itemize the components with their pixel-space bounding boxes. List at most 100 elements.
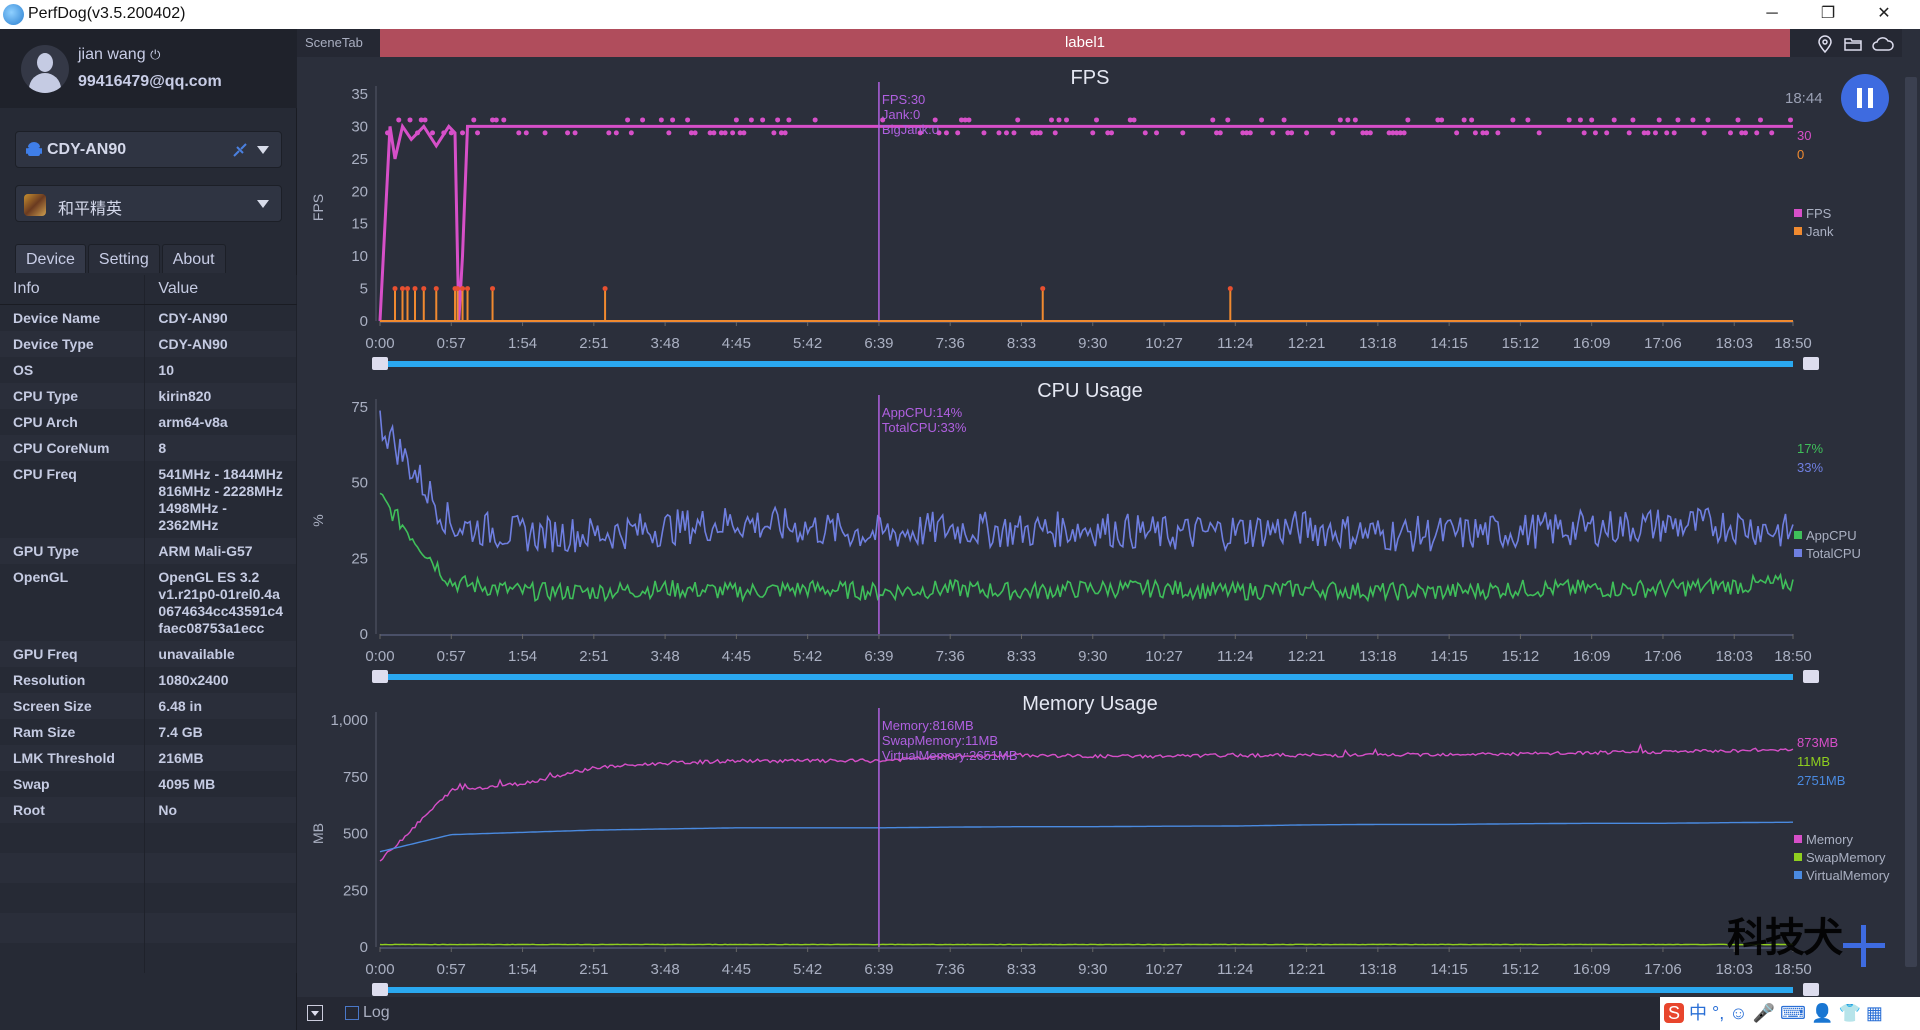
cursor-value-label: SwapMemory:11MB bbox=[882, 733, 998, 748]
fps-point bbox=[565, 130, 571, 136]
fps-point bbox=[1472, 130, 1478, 136]
cpu-usage-chart: CPU Usage% 0 25 50 75 0:00 0:57 1:54 2:51 3:48 4:4… bbox=[310, 380, 1861, 683]
time-range-slider[interactable] bbox=[380, 361, 1793, 367]
info-label: Device Type bbox=[0, 330, 146, 357]
fps-point bbox=[958, 117, 964, 123]
watermark-logo: 科技犬 bbox=[1727, 916, 1843, 960]
x-tick-label: 18:50 bbox=[1774, 961, 1812, 978]
fps-point bbox=[516, 130, 522, 136]
fps-point bbox=[1364, 130, 1370, 136]
tray-icon[interactable]: 🎤 bbox=[1752, 1003, 1776, 1023]
slider-handle-right[interactable] bbox=[1803, 357, 1819, 370]
cloud-icon[interactable] bbox=[1871, 34, 1895, 54]
fps-point bbox=[606, 130, 612, 136]
cursor-value-label: Memory:816MB bbox=[882, 718, 974, 733]
slider-handle-right[interactable] bbox=[1803, 983, 1819, 996]
tray-icon[interactable]: ⌨ bbox=[1780, 1003, 1807, 1023]
fps-point bbox=[1063, 117, 1069, 123]
restore-button[interactable]: ❐ bbox=[1820, 5, 1836, 22]
tray-icon[interactable]: 👕 bbox=[1838, 1003, 1861, 1023]
scrollbar-thumb[interactable] bbox=[1905, 77, 1917, 967]
fps-point bbox=[1094, 117, 1100, 123]
x-tick-label: 18:50 bbox=[1774, 648, 1812, 665]
time-range-slider[interactable] bbox=[380, 674, 1793, 680]
tab-device[interactable]: Device bbox=[15, 244, 86, 273]
current-value-label: 0 bbox=[1797, 147, 1804, 162]
tray-icon[interactable]: °, bbox=[1712, 1003, 1725, 1023]
location-icon[interactable] bbox=[1815, 34, 1835, 54]
vertical-scrollbar[interactable] bbox=[1902, 57, 1920, 997]
tab-about[interactable]: About bbox=[161, 244, 226, 273]
fps-point bbox=[1454, 130, 1460, 136]
slider-handle-left[interactable] bbox=[372, 357, 388, 370]
chevron-down-icon[interactable] bbox=[257, 200, 269, 208]
chart-title: CPU Usage bbox=[1037, 380, 1143, 402]
column-header-value: Value bbox=[144, 275, 297, 305]
scene-tab[interactable]: SceneTab bbox=[305, 35, 363, 50]
fps-point bbox=[460, 130, 466, 136]
x-tick-label: 10:27 bbox=[1145, 648, 1183, 665]
info-label: Swap bbox=[0, 770, 146, 797]
y-tick-label: 25 bbox=[351, 151, 368, 168]
slider-handle-left[interactable] bbox=[372, 670, 388, 683]
current-value-label: 873MB bbox=[1797, 735, 1838, 750]
fps-point bbox=[917, 130, 923, 136]
x-tick-label: 16:09 bbox=[1573, 961, 1611, 978]
jank-point bbox=[490, 286, 496, 292]
scene-label-bar[interactable]: label1 bbox=[380, 29, 1790, 57]
info-value: CDY-AN90 bbox=[144, 330, 297, 357]
log-checkbox[interactable] bbox=[345, 1006, 359, 1020]
x-tick-label: 1:54 bbox=[508, 648, 537, 665]
usb-link-icon[interactable] bbox=[231, 141, 249, 159]
x-tick-label: 7:36 bbox=[936, 335, 965, 352]
fps-point bbox=[1510, 117, 1516, 123]
fps-point bbox=[1259, 117, 1265, 123]
legend-swatch bbox=[1794, 209, 1802, 217]
app-select[interactable]: 和平精英 bbox=[15, 185, 282, 222]
fps-point bbox=[1656, 117, 1662, 123]
fps-point bbox=[996, 130, 1002, 136]
pause-button[interactable] bbox=[1841, 74, 1889, 122]
x-tick-label: 16:09 bbox=[1573, 335, 1611, 352]
time-range-slider[interactable] bbox=[380, 987, 1793, 993]
current-value-label: 11MB bbox=[1797, 754, 1830, 769]
chevron-down-icon[interactable] bbox=[257, 146, 269, 154]
power-icon[interactable]: ⏻ bbox=[150, 47, 161, 62]
x-tick-label: 9:30 bbox=[1078, 961, 1107, 978]
fps-point bbox=[1003, 130, 1009, 136]
fps-point bbox=[1495, 130, 1501, 136]
fps-point bbox=[771, 130, 777, 136]
close-button[interactable]: ✕ bbox=[1877, 5, 1891, 22]
fps-point bbox=[1270, 130, 1276, 136]
device-select[interactable]: CDY-AN90 bbox=[15, 131, 282, 168]
fps-point bbox=[1727, 130, 1733, 136]
title-bar: PerfDog(v3.5.200402) ─ ❐ ✕ bbox=[0, 0, 1920, 29]
expand-log-button[interactable] bbox=[307, 1005, 323, 1021]
folder-icon[interactable] bbox=[1843, 34, 1863, 54]
cursor-value-label: TotalCPU:33% bbox=[882, 420, 967, 435]
fps-chart: FPS FPS 0 5 10 15 20 25 30 35 0:00 0:57 1:54 2:51 3:48… bbox=[310, 67, 1834, 370]
tray-icon[interactable]: ☺ bbox=[1729, 1003, 1748, 1023]
tab-setting[interactable]: Setting bbox=[87, 244, 160, 273]
info-value: OpenGL ES 3.2 v1.r21p0-01rel0.4a 0674634… bbox=[144, 563, 297, 641]
legend-swatch bbox=[1794, 227, 1802, 235]
window-title: PerfDog(v3.5.200402) bbox=[28, 5, 186, 22]
fps-point bbox=[1289, 130, 1295, 136]
slider-handle-left[interactable] bbox=[372, 983, 388, 996]
fps-point bbox=[981, 130, 987, 136]
tray-icon[interactable]: 中 bbox=[1689, 1003, 1708, 1023]
slider-handle-right[interactable] bbox=[1803, 670, 1819, 683]
avatar[interactable] bbox=[21, 45, 69, 93]
x-tick-label: 0:00 bbox=[365, 335, 394, 352]
fps-point bbox=[1757, 117, 1763, 123]
fps-point bbox=[1652, 130, 1658, 136]
info-label: GPU Type bbox=[0, 537, 146, 564]
y-tick-label: 5 bbox=[360, 281, 368, 298]
tray-icon[interactable]: 👤 bbox=[1811, 1003, 1834, 1023]
x-tick-label: 0:57 bbox=[437, 648, 466, 665]
add-chart-button[interactable] bbox=[1843, 925, 1885, 967]
tray-icon[interactable]: ▦ bbox=[1865, 1003, 1883, 1023]
legend-label: TotalCPU bbox=[1806, 546, 1861, 561]
minimize-button[interactable]: ─ bbox=[1766, 5, 1778, 22]
tray-icon[interactable]: S bbox=[1664, 1003, 1685, 1023]
